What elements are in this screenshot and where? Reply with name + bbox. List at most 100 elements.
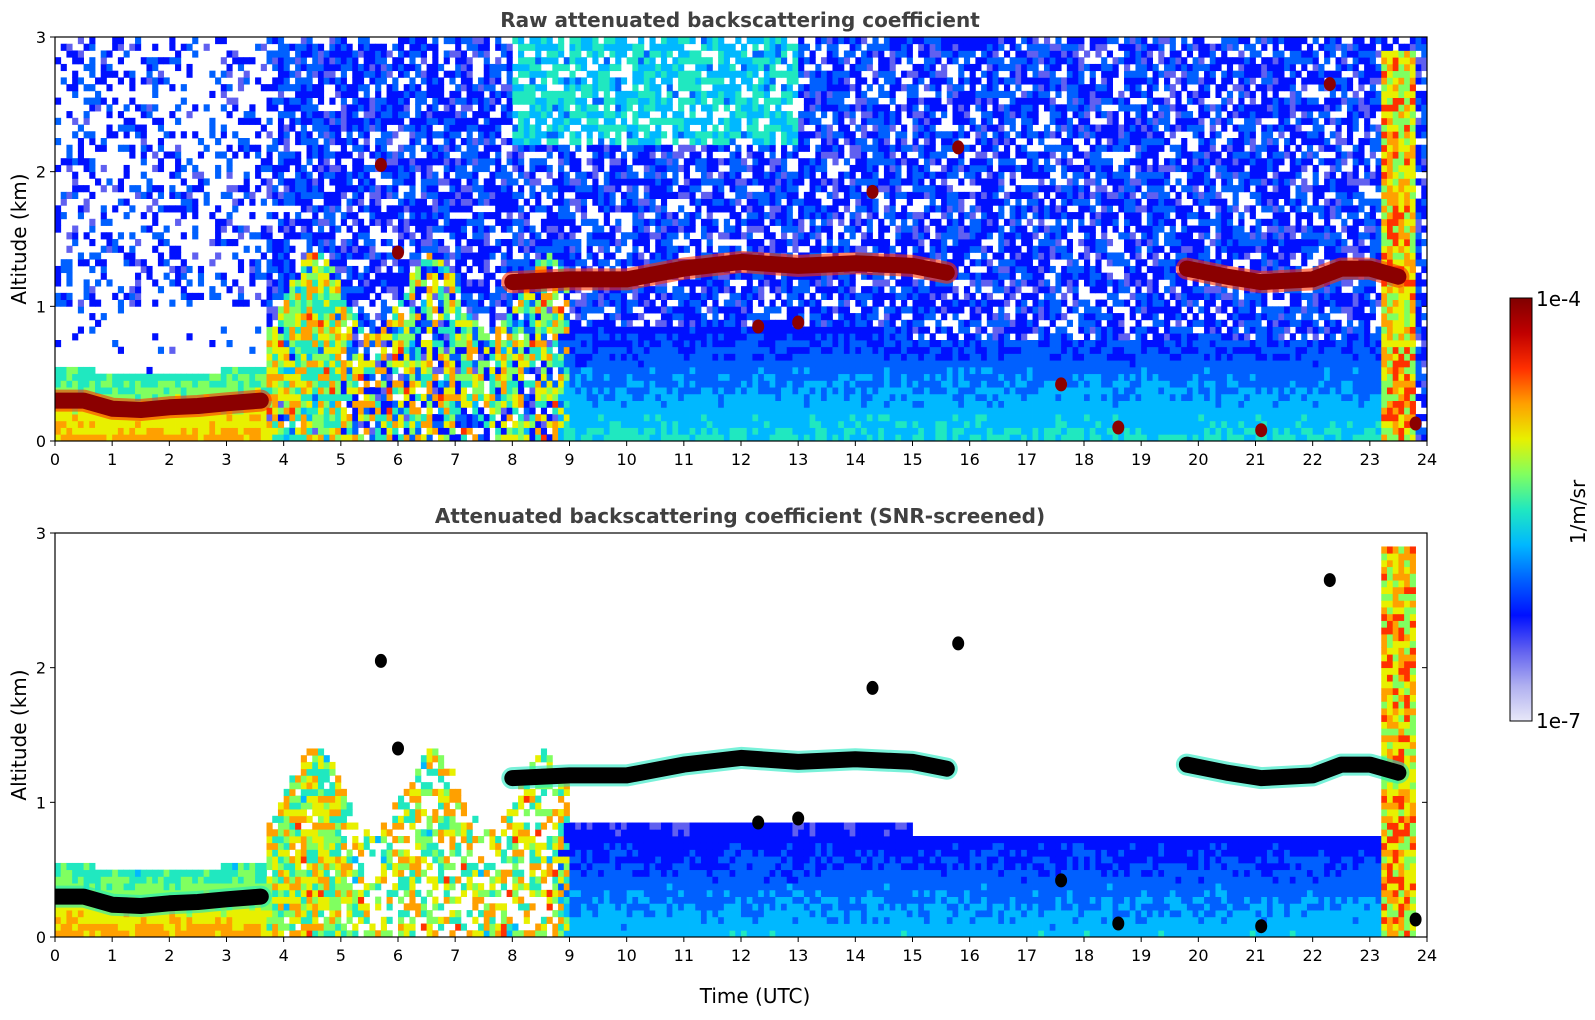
heatmap-cell: [289, 360, 296, 368]
heatmap-cell: [575, 198, 582, 206]
heatmap-cell: [363, 387, 370, 395]
heatmap-cell: [295, 393, 302, 401]
heatmap-cell: [552, 245, 559, 253]
heatmap-cell: [512, 340, 519, 348]
heatmap-cell: [695, 205, 702, 213]
heatmap-cell: [386, 319, 393, 327]
heatmap-cell: [678, 414, 685, 422]
heatmap-cell: [563, 212, 570, 220]
heatmap-cell: [77, 420, 84, 428]
heatmap-cell: [529, 306, 536, 314]
heatmap-cell: [558, 218, 565, 226]
heatmap-cell: [335, 37, 342, 45]
heatmap-cell: [575, 259, 582, 267]
heatmap-cell: [700, 37, 708, 45]
heatmap-cell: [255, 43, 262, 51]
heatmap-cell: [409, 353, 416, 361]
heatmap-cell: [306, 232, 313, 240]
heatmap-cell: [569, 178, 576, 186]
heatmap-cell: [289, 387, 296, 395]
heatmap-cell: [552, 259, 559, 267]
heatmap-cell: [386, 151, 393, 159]
heatmap-cell: [580, 427, 588, 435]
heatmap-cell: [283, 259, 290, 267]
heatmap-cell: [323, 124, 330, 132]
heatmap-cell: [289, 97, 296, 105]
heatmap-cell: [735, 212, 742, 220]
heatmap-cell: [272, 313, 279, 321]
heatmap-cell: [472, 434, 479, 441]
heatmap-cell: [660, 353, 668, 361]
heatmap-cell: [432, 77, 439, 85]
heatmap-cell: [152, 77, 159, 85]
heatmap-cell: [323, 239, 330, 247]
heatmap-cell: [649, 178, 656, 186]
heatmap-cell: [209, 427, 216, 435]
heatmap-cell: [392, 326, 399, 334]
heatmap-cell: [695, 400, 702, 408]
heatmap-cell: [129, 70, 136, 78]
heatmap-cell: [272, 164, 279, 173]
heatmap-cell: [586, 292, 593, 300]
heatmap-cell: [460, 191, 467, 199]
heatmap-cell: [609, 158, 616, 166]
heatmap-cell: [660, 232, 668, 240]
heatmap-cell: [655, 63, 662, 72]
heatmap-cell: [357, 292, 365, 300]
heatmap-cell: [609, 117, 616, 125]
heatmap-cell: [420, 131, 427, 139]
heatmap-cell: [346, 239, 353, 247]
heatmap-cell: [375, 414, 382, 422]
heatmap-cell: [729, 387, 736, 395]
heatmap-cell: [535, 427, 542, 435]
heatmap-cell: [272, 340, 279, 348]
heatmap-cell: [323, 117, 330, 125]
heatmap-cell: [135, 104, 142, 112]
heatmap-cell: [203, 380, 210, 388]
heatmap-cell: [346, 366, 353, 375]
heatmap-cell: [575, 63, 582, 72]
heatmap-cell: [249, 420, 256, 428]
heatmap-cell: [409, 279, 416, 287]
heatmap-cell: [478, 198, 485, 206]
heatmap-cell: [489, 340, 496, 348]
heatmap-cell: [352, 286, 359, 294]
heatmap-cell: [495, 212, 502, 220]
heatmap-cell: [603, 218, 610, 226]
heatmap-cell: [352, 191, 359, 199]
heatmap-cell: [77, 373, 84, 381]
heatmap-cell: [632, 333, 639, 341]
heatmap-cell: [277, 387, 285, 395]
heatmap-cell: [249, 427, 256, 435]
heatmap-cell: [283, 111, 290, 119]
heatmap-cell: [357, 279, 365, 287]
heatmap-cell: [620, 232, 628, 240]
heatmap-cell: [615, 400, 622, 408]
heatmap-cell: [186, 205, 193, 213]
heatmap-cell: [232, 252, 239, 260]
heatmap-cell: [506, 265, 513, 274]
heatmap-cell: [192, 380, 199, 388]
heatmap-cell: [380, 77, 387, 85]
heatmap-cell: [683, 191, 690, 199]
heatmap-cell: [603, 171, 610, 179]
heatmap-cell: [232, 387, 239, 395]
heatmap-cell: [152, 90, 159, 98]
heatmap-cell: [506, 319, 513, 327]
heatmap-cell: [340, 346, 347, 354]
heatmap-cell: [346, 279, 353, 287]
heatmap-cell: [695, 138, 702, 146]
heatmap-cell: [478, 104, 485, 112]
heatmap-cell: [609, 43, 616, 51]
heatmap-cell: [420, 245, 427, 253]
heatmap-cell: [432, 414, 439, 422]
heatmap-cell: [392, 272, 399, 280]
heatmap-cell: [363, 178, 370, 186]
heatmap-cell: [523, 380, 530, 388]
heatmap-cell: [197, 185, 205, 193]
heatmap-cell: [77, 306, 84, 314]
heatmap-cell: [260, 434, 267, 441]
heatmap-cell: [540, 111, 548, 119]
heatmap-cell: [277, 77, 285, 85]
heatmap-cell: [506, 306, 513, 314]
